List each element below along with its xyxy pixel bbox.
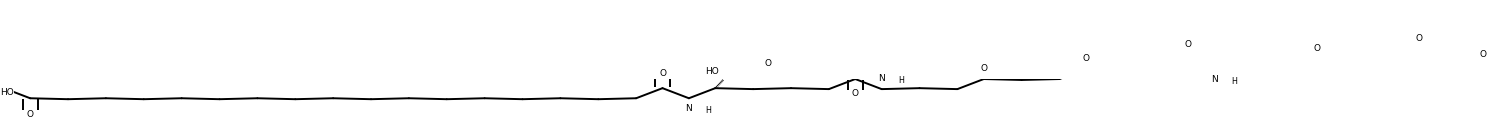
Text: O: O bbox=[1480, 50, 1487, 59]
Text: H: H bbox=[1231, 77, 1237, 86]
Text: HO: HO bbox=[705, 67, 718, 76]
Text: O: O bbox=[659, 69, 666, 78]
Text: O: O bbox=[27, 109, 34, 119]
Text: O: O bbox=[1313, 44, 1320, 53]
Text: HO: HO bbox=[0, 88, 13, 97]
Text: O: O bbox=[980, 64, 988, 73]
Text: N: N bbox=[685, 104, 693, 113]
Text: N: N bbox=[878, 74, 885, 83]
Text: H: H bbox=[898, 76, 904, 85]
Text: H: H bbox=[705, 106, 711, 115]
Text: N: N bbox=[1211, 75, 1217, 84]
Text: O: O bbox=[1416, 34, 1421, 43]
Text: O: O bbox=[1185, 40, 1192, 49]
Text: O: O bbox=[1082, 54, 1089, 63]
Text: O: O bbox=[852, 89, 858, 98]
Text: O: O bbox=[764, 59, 772, 68]
